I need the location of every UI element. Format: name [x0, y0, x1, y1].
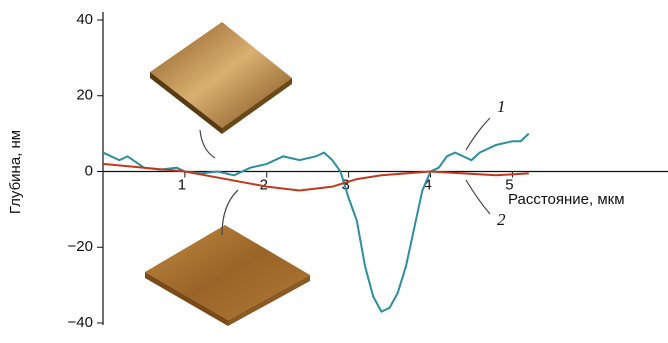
- chart: Глубина, нм Расстояние, мкм 40 20 0 −20 −40 1…: [0, 0, 668, 343]
- x-tick-label: 5: [505, 176, 513, 193]
- x-axis-label: Расстояние, мкм: [508, 191, 625, 208]
- y-tick-label: 20: [76, 87, 93, 104]
- y-tick-label: −20: [68, 238, 93, 255]
- afm-inset-top: [150, 22, 292, 134]
- y-tick-label: 40: [76, 11, 93, 28]
- y-tick-label: 0: [85, 162, 93, 179]
- x-tick-label: 1: [178, 176, 186, 193]
- series-annotation: 2: [497, 210, 506, 229]
- y-tick-label: −40: [68, 314, 93, 331]
- annotation-arrow: [466, 118, 490, 150]
- y-axis-label: Глубина, нм: [7, 130, 24, 214]
- annotation-arrow: [466, 180, 490, 214]
- afm-inset-bottom: [145, 225, 310, 326]
- inset-arrow: [200, 130, 215, 158]
- series-annotation: 1: [497, 97, 506, 116]
